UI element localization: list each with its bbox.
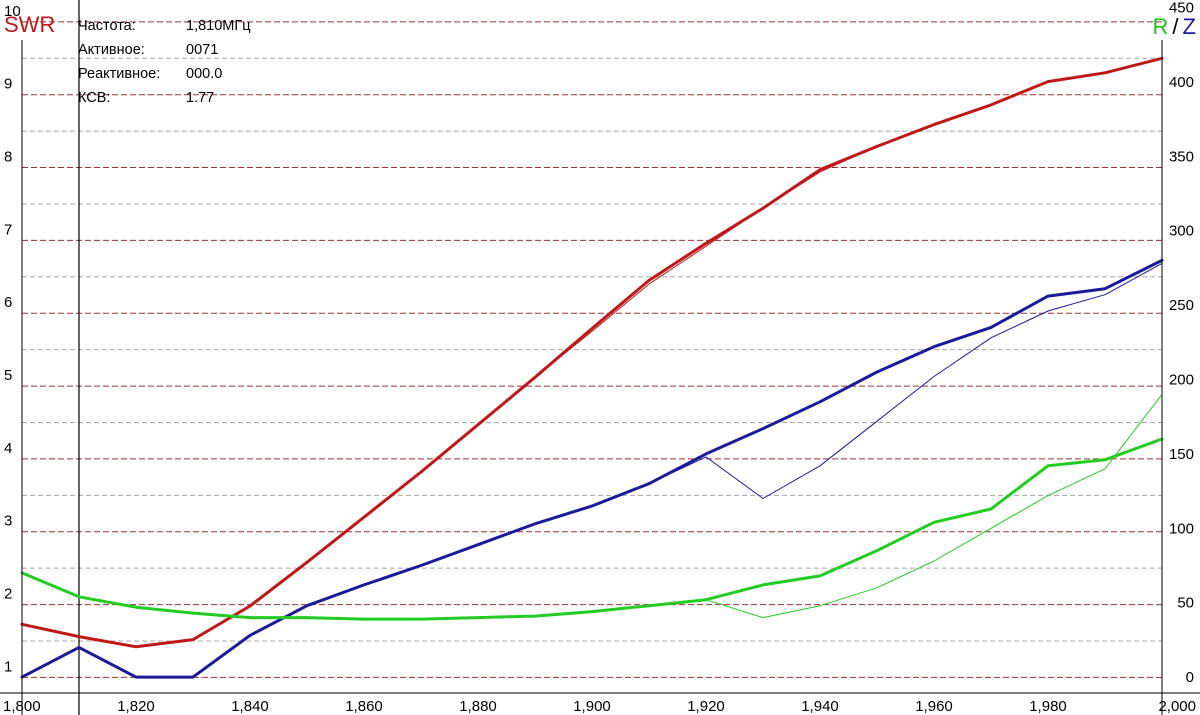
x-tick-label: 1,800 [3, 698, 41, 715]
left-tick-label: 8 [4, 149, 12, 166]
series-line-4 [21, 262, 1163, 678]
series-layer [20, 56, 1164, 679]
left-axis-title: SWR [4, 12, 55, 37]
series-line-5 [20, 437, 1164, 621]
right-axis-title-sep: / [1172, 14, 1179, 39]
x-tick-label: 1,980 [1029, 698, 1067, 715]
right-axis-title-z: Z [1183, 14, 1196, 39]
readout-reactive-label: Реактивное: [78, 66, 160, 82]
right-axis-title: R / Z [1153, 14, 1196, 39]
readout-active-value: 0071 [186, 42, 218, 58]
right-tick-label: 250 [1169, 297, 1194, 314]
left-tick-label: 1 [4, 658, 12, 675]
series-line-2 [21, 57, 1163, 648]
readout-active-label: Активное: [78, 42, 145, 58]
left-tick-label: 4 [4, 440, 12, 457]
right-tick-label: 450 [1169, 0, 1194, 16]
x-tick-label: 1,960 [915, 698, 953, 715]
left-tick-label: 3 [4, 513, 12, 530]
right-tick-label: 100 [1169, 520, 1194, 537]
series-line-6 [21, 393, 1163, 620]
readout-frequency-value: 1,810МГц [186, 18, 251, 34]
x-tick-label: 1,820 [117, 698, 155, 715]
readout-swr-value: 1.77 [186, 90, 214, 106]
x-tick-label: 1,860 [345, 698, 383, 715]
readout-panel: Частота: 1,810МГц Активное: 0071 Реактив… [78, 18, 251, 106]
right-tick-label: 400 [1169, 74, 1194, 91]
series-line-1 [20, 56, 1164, 649]
left-tick-label: 5 [4, 367, 12, 384]
right-axis-title-r: R [1153, 14, 1169, 39]
x-tick-label: 1,920 [687, 698, 725, 715]
left-tick-label: 6 [4, 294, 12, 311]
left-tick-label: 2 [4, 586, 12, 603]
x-tick-label: 2,000 [1158, 698, 1196, 715]
right-tick-label: 200 [1169, 371, 1194, 388]
x-tick-label: 1,880 [459, 698, 497, 715]
grid-lines [22, 21, 1162, 678]
readout-reactive-value: 000.0 [186, 66, 222, 82]
left-tick-label: 10 [4, 3, 21, 20]
right-tick-label: 50 [1177, 595, 1194, 612]
x-tick-label: 1,900 [573, 698, 611, 715]
right-tick-label: 350 [1169, 148, 1194, 165]
right-tick-label: 300 [1169, 223, 1194, 240]
tick-labels: 123456789100501001502002503003504004501,… [3, 0, 1196, 715]
left-tick-label: 9 [4, 76, 12, 93]
x-tick-label: 1,840 [231, 698, 269, 715]
readout-frequency-label: Частота: [78, 18, 136, 34]
right-tick-label: 150 [1169, 446, 1194, 463]
left-tick-label: 7 [4, 221, 12, 238]
right-tick-label: 0 [1186, 669, 1194, 686]
x-tick-label: 1,940 [801, 698, 839, 715]
readout-swr-label: КСВ: [78, 90, 110, 106]
axes-layer [0, 40, 1200, 715]
